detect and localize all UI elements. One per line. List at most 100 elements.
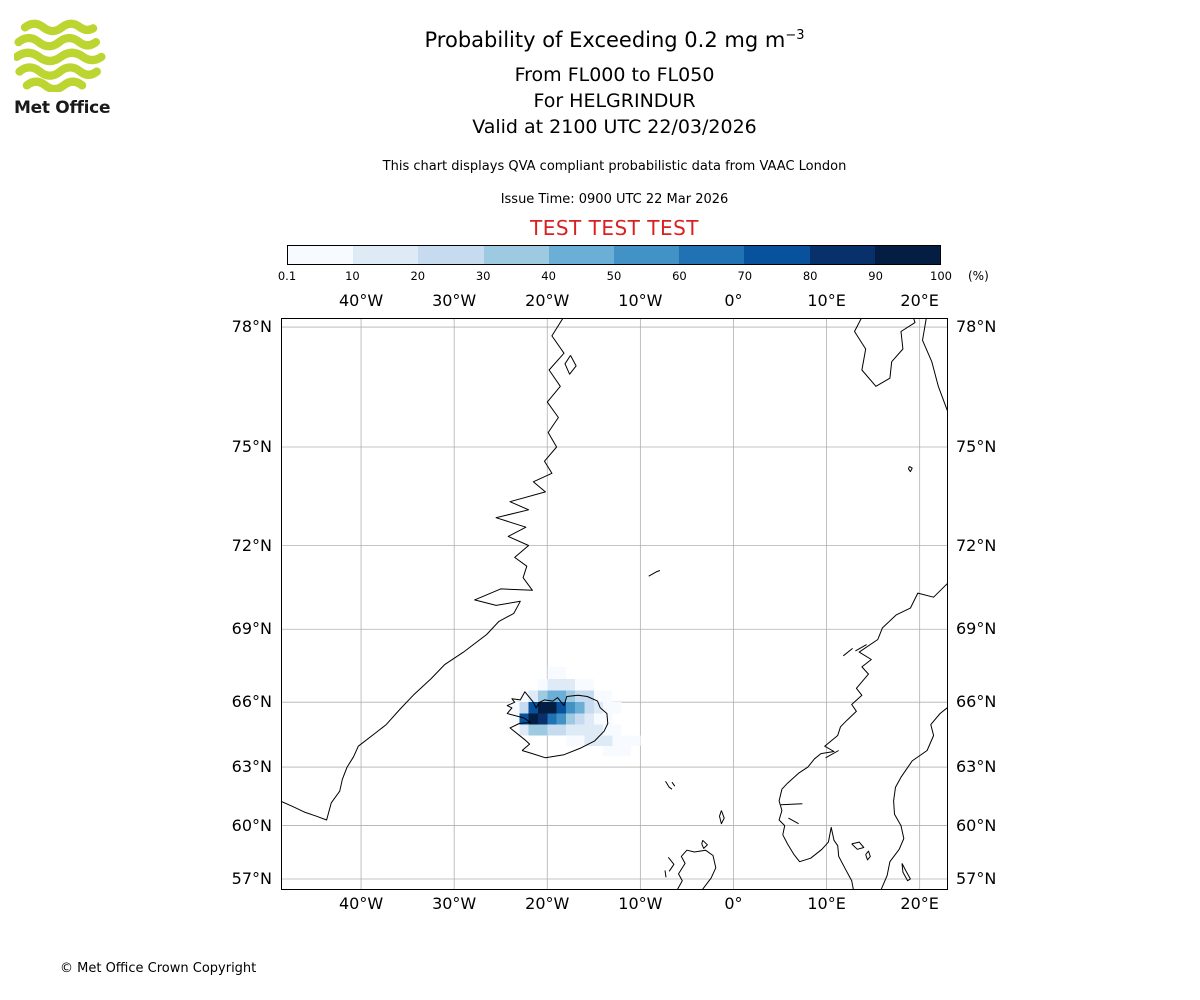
ash-probability-cell [631, 735, 641, 747]
coastline [664, 870, 667, 878]
ash-probability-cell [584, 690, 594, 703]
test-banner: TEST TEST TEST [529, 216, 699, 240]
ash-probability-cell [612, 746, 622, 757]
lon-label-top: 10°W [618, 291, 663, 310]
ash-probability-cell [556, 713, 566, 725]
legend-unit-label: (%) [968, 269, 989, 283]
legend-tick-label: 10 [345, 269, 360, 283]
lat-label-right: 66°N [956, 692, 997, 712]
ash-probability-cell [556, 690, 566, 703]
lon-label-top: 10°E [807, 291, 846, 310]
ash-probability-cell [556, 702, 566, 714]
ash-probability-cell [519, 690, 529, 703]
ash-probability-cell [621, 746, 632, 757]
legend-tick-label: 90 [868, 269, 883, 283]
lat-label-left: 60°N [231, 815, 272, 835]
ash-probability-cell [565, 678, 576, 691]
ash-probability-cell [575, 724, 585, 736]
legend-tick-label: 20 [410, 269, 426, 283]
lon-label-bottom: 30°W [432, 894, 477, 913]
ash-probability-cell [584, 735, 594, 747]
lat-label-left: 75°N [231, 437, 272, 457]
coastline [648, 570, 661, 577]
legend-segment [874, 246, 941, 264]
lat-label-right: 60°N [956, 815, 997, 835]
ash-probability-cell [612, 724, 622, 736]
lon-label-bottom: 40°W [338, 894, 384, 913]
issue-time: Issue Time: 0900 UTC 22 Mar 2026 [500, 192, 729, 207]
ash-probability-cell [556, 724, 566, 736]
title-exponent: −3 [785, 28, 805, 43]
lat-label-left: 57°N [231, 868, 272, 888]
lat-label-right: 72°N [956, 535, 997, 555]
ash-probability-cell [584, 713, 594, 725]
coastline [922, 318, 948, 414]
ash-probability-cell [528, 713, 538, 725]
ash-probability-cell [528, 724, 538, 736]
lon-label-bottom: 10°E [807, 894, 846, 913]
ash-probability-cell [565, 724, 576, 736]
legend-segment [483, 246, 549, 264]
ash-probability-cell [575, 690, 585, 703]
ash-probability-cell [547, 702, 557, 714]
ash-probability-cell [612, 702, 622, 714]
met-office-logo-waves [12, 19, 106, 94]
ash-probability-cell [547, 713, 557, 725]
legend-segment [614, 246, 680, 264]
legend-segment [744, 246, 810, 264]
ash-probability-cell [593, 690, 604, 703]
legend-segment [418, 246, 484, 264]
copyright-text: © Met Office Crown Copyright [60, 961, 257, 976]
ash-probability-cell [528, 702, 538, 714]
lat-label-right: 69°N [956, 619, 997, 639]
ash-probability-cell [547, 678, 557, 691]
legend-segment [679, 246, 745, 264]
ash-probability-cell [537, 678, 548, 691]
ash-probability-cell [537, 690, 548, 703]
lon-label-top: 40°W [338, 291, 384, 310]
legend-segment [288, 246, 354, 264]
met-office-logo-text: Met Office [14, 98, 111, 118]
lon-label-top: 30°W [432, 291, 477, 310]
legend-tick-label: 40 [541, 269, 556, 283]
legend-segment [548, 246, 615, 264]
lon-label-bottom: 20°W [525, 894, 570, 913]
lon-label-top: 20°W [525, 291, 570, 310]
legend-tick-label: 30 [475, 269, 491, 283]
ash-probability-cell [612, 735, 622, 747]
coastline [281, 318, 565, 821]
met-office-logo: Met Office [12, 18, 124, 118]
chart-title-text: Probability of Exceeding 0.2 mg m [424, 28, 786, 52]
lon-label-bottom: 0° [724, 894, 743, 913]
ash-probability-cell [510, 713, 520, 725]
ash-probability-cell [519, 713, 529, 725]
coastline [880, 706, 948, 890]
coastline [665, 780, 673, 790]
ash-probability-cell [621, 735, 632, 747]
ash-probability-cell [556, 678, 566, 691]
coastline [825, 750, 839, 759]
ash-probability-cell [584, 724, 594, 736]
map-canvas [281, 318, 948, 890]
legend-tick-label: 0.1 [277, 269, 297, 283]
ash-probability-cell [556, 666, 566, 679]
map-frame [281, 318, 948, 890]
coastline [788, 817, 799, 825]
ash-probability-cell [565, 702, 576, 714]
lat-label-right: 78°N [956, 317, 997, 337]
coastline [842, 648, 853, 657]
lon-label-top: 0° [724, 291, 743, 310]
ash-probability-cell [528, 690, 538, 703]
ash-probability-cell [593, 724, 604, 736]
lon-label-top: 20°E [900, 291, 939, 310]
coastline [778, 582, 948, 890]
legend-tick-label: 60 [672, 269, 687, 283]
lat-label-left: 63°N [231, 757, 272, 777]
ash-probability-cell [584, 702, 594, 714]
subtitle-valid-time: Valid at 2100 UTC 22/03/2026 [472, 116, 757, 138]
lon-label-bottom: 10°W [618, 894, 663, 913]
lat-label-left: 78°N [231, 317, 272, 337]
ash-probability-cell [537, 724, 548, 736]
ash-probability-cell [565, 713, 576, 725]
ash-probability-cell [537, 702, 548, 714]
